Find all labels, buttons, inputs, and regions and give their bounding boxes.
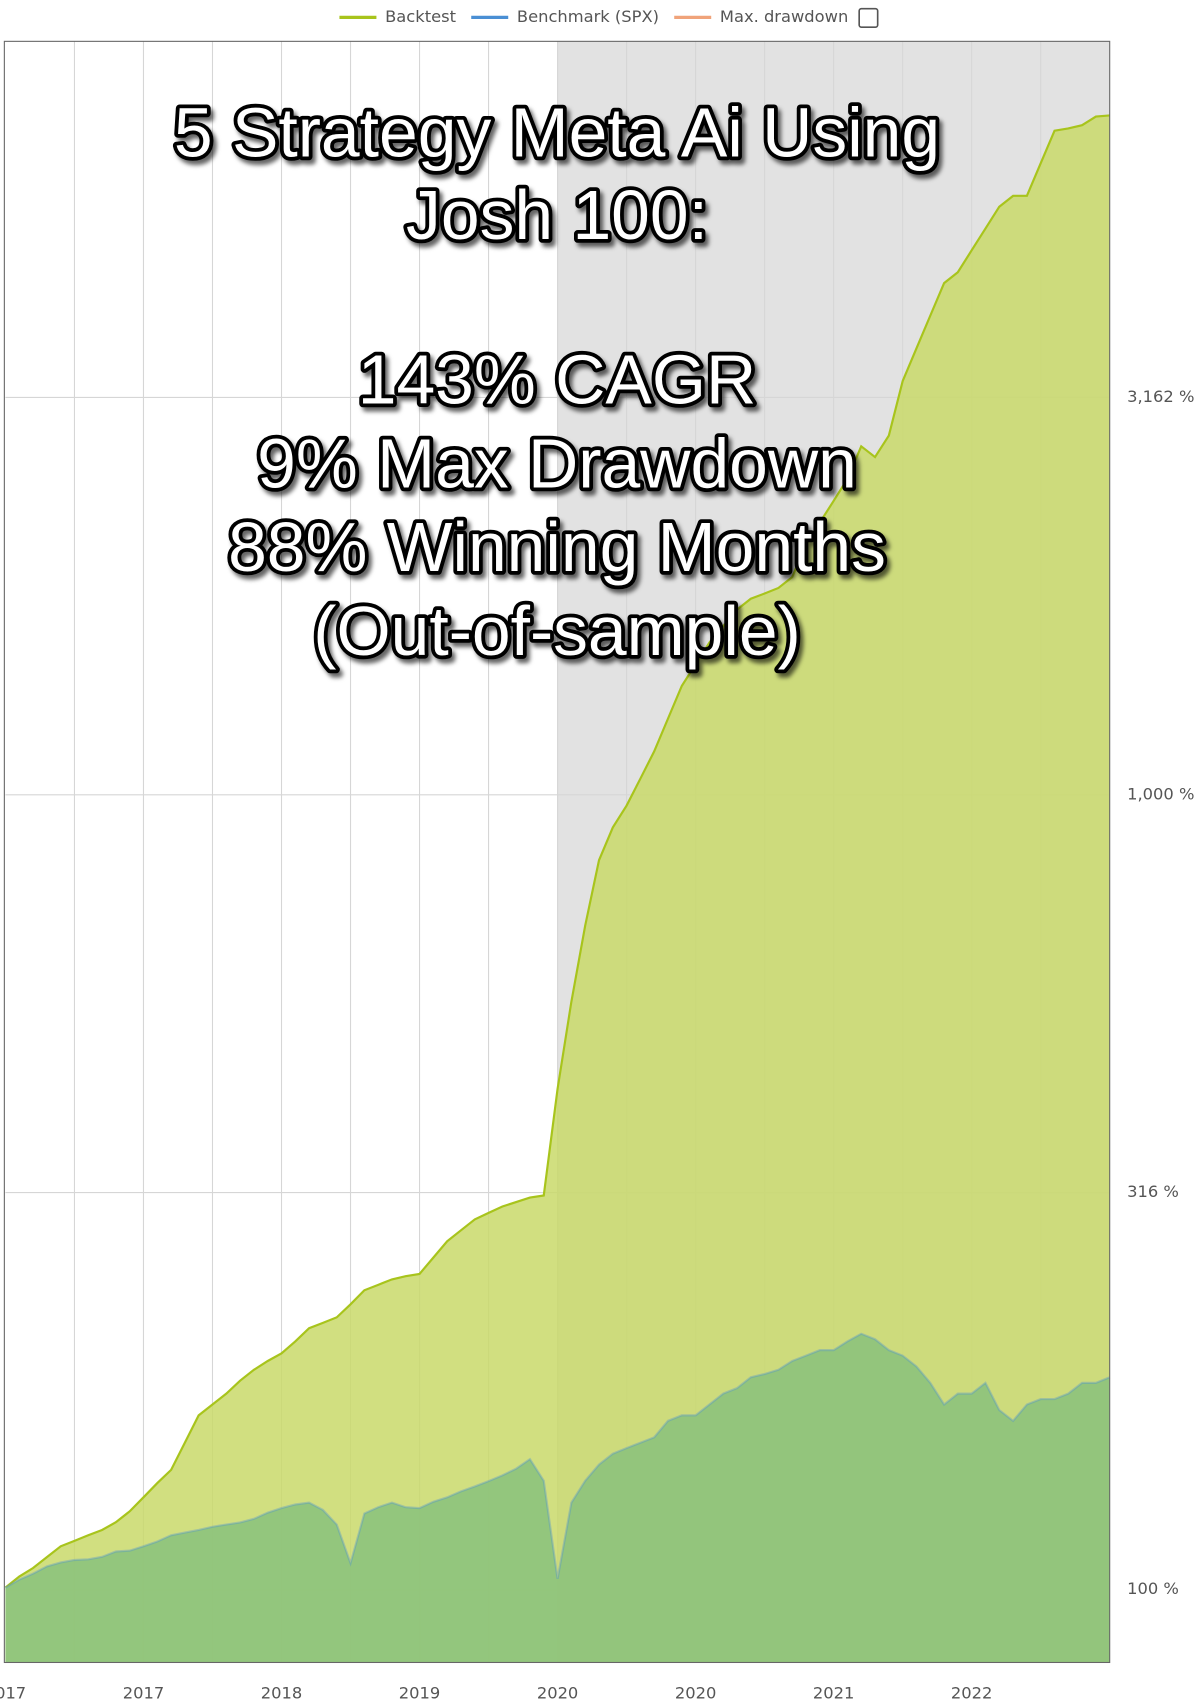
overlay-stat: 88% Winning Months [228,508,886,586]
overlay-stat: 9% Max Drawdown [257,424,857,502]
x-tick-label: 2020 [675,1684,716,1703]
legend-label: Max. drawdown [720,7,848,26]
legend-checkbox[interactable] [858,7,879,29]
x-tick-label: 2019 [399,1684,440,1703]
x-tick-label: 2017 [123,1684,164,1703]
line [4,114,1110,1589]
overlay-title: 5 Strategy Meta Ai Using [174,94,940,172]
x-tick-label: 2020 [537,1684,578,1703]
x-tick-label: 2022 [951,1684,992,1703]
y-tick-label: 3,162 % [1127,387,1194,406]
x-tick-label: 2021 [813,1684,854,1703]
legend-label: Backtest [385,7,456,26]
overlay-stat: 143% CAGR [358,341,757,419]
y-tick-label: 100 % [1127,1579,1179,1598]
y-tick-label: 316 % [1127,1182,1179,1201]
legend-label: Benchmark (SPX) [517,7,659,26]
overlay-stat: (Out-of-sample) [313,592,800,670]
line [4,1332,1111,1589]
area [5,1333,1110,1663]
plot-border [3,40,1111,1664]
x-tick-label: 2018 [261,1684,302,1703]
overlay-title: Josh 100: [406,176,708,254]
x-tick-label: 2017 [0,1684,26,1703]
y-tick-label: 1,000 % [1127,784,1194,803]
